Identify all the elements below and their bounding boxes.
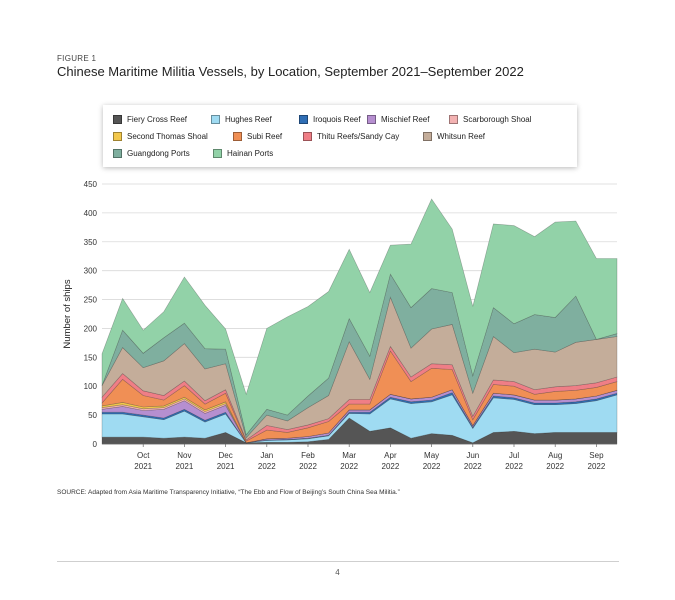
y-tick-label: 450 (84, 180, 98, 189)
legend-item: Hughes Reef (211, 115, 272, 124)
legend-item: Fiery Cross Reef (113, 115, 187, 124)
x-tick-label-year: 2022 (258, 462, 276, 471)
figure-title: Chinese Maritime Militia Vessels, by Loc… (57, 64, 524, 79)
x-tick-label: May (424, 451, 439, 460)
legend-label: Second Thomas Shoal (127, 132, 208, 141)
y-tick-label: 400 (84, 209, 98, 218)
legend-item: Guangdong Ports (113, 149, 190, 158)
area-series (101, 296, 618, 441)
footer-divider (57, 561, 619, 562)
x-tick-label-year: 2021 (217, 462, 235, 471)
x-tick-label-year: 2021 (134, 462, 152, 471)
legend-label: Hainan Ports (227, 149, 274, 158)
y-tick-label: 100 (84, 382, 98, 391)
legend-item: Iroquois Reef (299, 115, 361, 124)
legend-swatch (113, 115, 122, 124)
x-tick-label: Nov (177, 451, 191, 460)
x-tick-label-year: 2022 (505, 462, 523, 471)
area-series (101, 392, 618, 444)
legend-label: Fiery Cross Reef (127, 115, 188, 124)
legend-item: Whitsun Reef (423, 132, 485, 141)
legend-swatch (113, 149, 122, 158)
legend-item: Thitu Reefs/Sandy Cay (303, 132, 399, 141)
y-axis-label: Number of ships (62, 279, 73, 348)
x-tick-label-year: 2022 (464, 462, 482, 471)
x-tick-label: Jun (466, 451, 479, 460)
legend-swatch (299, 115, 308, 124)
x-tick-label: Mar (342, 451, 356, 460)
y-tick-label: 0 (93, 440, 98, 449)
legend-swatch (213, 149, 222, 158)
y-tick-label: 300 (84, 267, 98, 276)
x-tick-label: Oct (137, 451, 150, 460)
x-tick-label: Aug (548, 451, 562, 460)
stacked-area-chart: 0 50 100 150 200 250 300 350 400 450 Number of shi… (62, 180, 618, 471)
x-tick-label: Apr (384, 451, 397, 460)
x-tick-label-year: 2022 (423, 462, 441, 471)
legend-swatch (211, 115, 220, 124)
legend-label: Iroquois Reef (313, 115, 361, 124)
legend-label: Guangdong Ports (127, 149, 190, 158)
x-tick-label-year: 2022 (546, 462, 564, 471)
source-note: SOURCE: Adapted from Asia Maritime Trans… (57, 489, 400, 496)
x-tick-label: Jan (260, 451, 273, 460)
y-tick-label: 250 (84, 296, 98, 305)
x-tick-label-year: 2022 (299, 462, 317, 471)
legend-swatch (233, 132, 242, 141)
y-tick-label: 200 (84, 324, 98, 333)
chart-legend: Fiery Cross Reef Hughes Reef Iroquois Reef… (103, 105, 577, 167)
legend-label: Whitsun Reef (437, 132, 486, 141)
legend-label: Subi Reef (247, 132, 283, 141)
x-tick-label-year: 2022 (382, 462, 400, 471)
legend-label: Mischief Reef (381, 115, 430, 124)
legend-swatch (113, 132, 122, 141)
legend-label: Hughes Reef (225, 115, 272, 124)
y-tick-label: 350 (84, 238, 98, 247)
legend-item: Scarborough Shoal (449, 115, 532, 124)
legend-label: Thitu Reefs/Sandy Cay (317, 132, 400, 141)
x-tick-label: Jul (509, 451, 519, 460)
y-tick-label: 150 (84, 353, 98, 362)
x-tick-label-year: 2022 (340, 462, 358, 471)
legend-swatch (367, 115, 376, 124)
legend-item: Second Thomas Shoal (113, 132, 208, 141)
area-series (101, 273, 618, 439)
legend-swatch (449, 115, 458, 124)
y-tick-label: 50 (88, 411, 97, 420)
legend-item: Hainan Ports (213, 149, 273, 158)
x-tick-label-year: 2022 (588, 462, 606, 471)
x-tick-label: Sep (589, 451, 604, 460)
x-tick-label: Dec (218, 451, 232, 460)
x-tick-label-year: 2021 (176, 462, 194, 471)
page-number: 4 (335, 568, 340, 577)
x-tick-label: Feb (301, 451, 315, 460)
legend-swatch (423, 132, 432, 141)
area-series (101, 198, 618, 436)
legend-item: Mischief Reef (367, 115, 429, 124)
legend-item: Subi Reef (233, 132, 282, 141)
figure-label: FIGURE 1 (57, 54, 97, 63)
legend-label: Scarborough Shoal (463, 115, 532, 124)
legend-swatch (303, 132, 312, 141)
